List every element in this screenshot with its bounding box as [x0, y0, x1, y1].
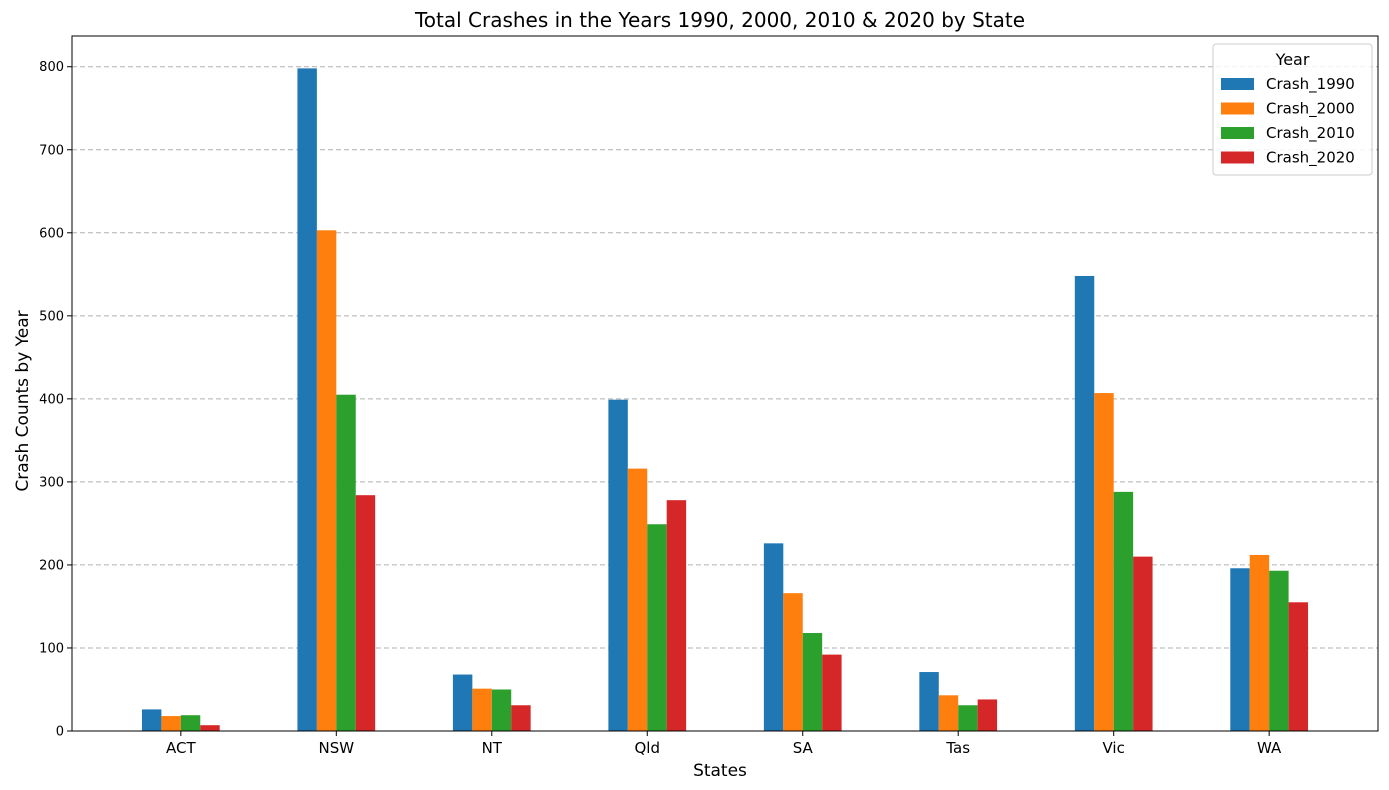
y-tick-label: 600: [39, 226, 64, 241]
bar-tas-crash-1990: [919, 672, 939, 731]
x-tick-label: SA: [793, 739, 814, 757]
legend-swatch: [1221, 102, 1254, 115]
bar-nsw-crash-2020: [355, 495, 376, 731]
x-axis: ACT NSW NT Qld SA Tas Vic WA: [166, 731, 1282, 757]
bar-nt-crash-2000: [472, 688, 492, 731]
legend-swatch: [1221, 78, 1254, 90]
y-tick-label: 0: [56, 725, 64, 740]
y-tick-label: 100: [39, 641, 64, 656]
legend-title: Year: [1275, 50, 1310, 69]
bar-nsw-crash-2010: [336, 394, 356, 731]
y-tick-label: 300: [39, 475, 64, 490]
x-axis-label: States: [693, 761, 747, 781]
legend-entry: Crash_2000: [1266, 100, 1355, 119]
x-tick-label: WA: [1257, 739, 1282, 757]
bar-wa-crash-2020: [1288, 602, 1309, 731]
bar-nt-crash-2020: [511, 705, 531, 731]
plot-frame: [71, 35, 1379, 732]
bar-nt-crash-2010: [491, 689, 512, 731]
y-tick-label: 200: [39, 558, 64, 573]
x-tick-label: NT: [482, 739, 503, 757]
bar-qld-crash-1990: [608, 399, 628, 731]
y-tick-label: 700: [39, 143, 64, 158]
x-tick-label: Tas: [945, 739, 970, 757]
bars: [141, 68, 1309, 731]
bar-act-crash-2010: [180, 715, 201, 731]
y-tick-label: 400: [39, 392, 64, 407]
legend-swatch: [1221, 127, 1254, 139]
legend: Year Crash_1990 Crash_2000 Crash_2010 Crash_…: [1212, 43, 1373, 176]
legend-swatch: [1221, 151, 1254, 164]
bar-vic-crash-2010: [1113, 491, 1134, 731]
y-tick-label: 800: [39, 60, 64, 75]
bar-tas-crash-2000: [938, 695, 959, 731]
y-axis: 0 100 200 300 400 500 600 700 800: [39, 60, 72, 740]
bar-vic-crash-1990: [1074, 275, 1095, 731]
bar-vic-crash-2020: [1133, 556, 1153, 731]
bar-act-crash-1990: [141, 709, 162, 731]
bar-nt-crash-1990: [452, 674, 473, 731]
bar-nsw-crash-1990: [297, 68, 317, 731]
bar-sa-crash-2020: [822, 654, 842, 731]
legend-entry: Crash_1990: [1266, 75, 1355, 94]
y-tick-label: 500: [39, 309, 64, 324]
x-tick-label: Qld: [635, 739, 661, 757]
bar-qld-crash-2020: [666, 500, 687, 731]
bar-qld-crash-2000: [627, 468, 648, 731]
bar-tas-crash-2020: [977, 699, 998, 731]
y-axis-label: Crash Counts by Year: [13, 310, 33, 491]
chart-title: Total Crashes in the Years 1990, 2000, 2…: [414, 8, 1025, 32]
bar-qld-crash-2010: [647, 524, 667, 731]
bar-act-crash-2020: [200, 725, 220, 731]
bar-wa-crash-1990: [1230, 568, 1250, 731]
bar-nsw-crash-2000: [316, 230, 337, 731]
grid-lines: [72, 66, 1378, 649]
bar-sa-crash-2010: [802, 633, 823, 731]
legend-entry: Crash_2010: [1266, 124, 1355, 143]
bar-wa-crash-2000: [1249, 554, 1270, 731]
x-tick-label: NSW: [319, 739, 355, 757]
bar-act-crash-2000: [161, 716, 181, 731]
legend-entry: Crash_2020: [1266, 149, 1355, 168]
x-tick-label: Vic: [1103, 739, 1125, 757]
legend-box: [1212, 43, 1373, 176]
bar-sa-crash-1990: [763, 543, 784, 731]
bar-sa-crash-2000: [783, 593, 803, 731]
bar-tas-crash-2010: [958, 705, 978, 731]
bar-vic-crash-2000: [1094, 393, 1114, 731]
bar-wa-crash-2010: [1269, 570, 1289, 731]
x-tick-label: ACT: [166, 739, 196, 757]
